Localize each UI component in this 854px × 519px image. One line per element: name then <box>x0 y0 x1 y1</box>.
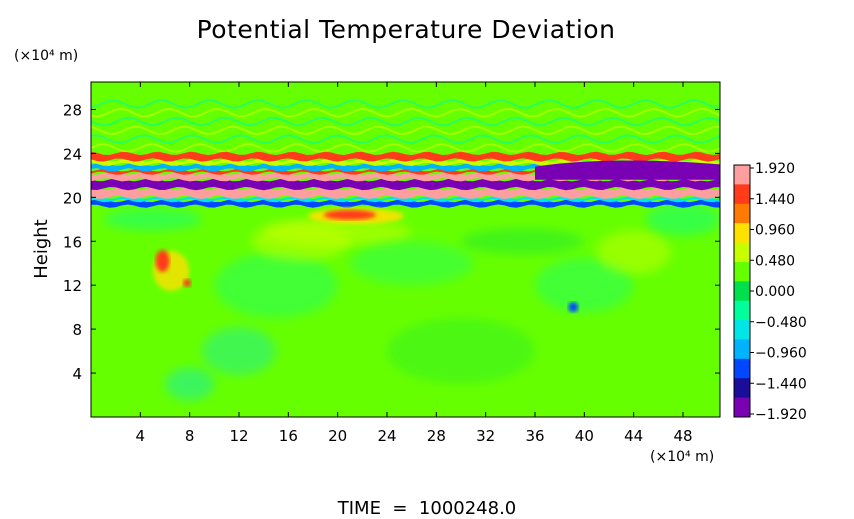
y-tick-label-8: 8 <box>72 321 82 339</box>
plume-spot <box>183 279 192 287</box>
x-tick-label-32: 32 <box>476 427 495 445</box>
band-0 <box>91 199 720 208</box>
chart-title: Potential Temperature Deviation <box>197 15 616 44</box>
field-patch-5 <box>596 230 671 275</box>
warm-patch-inner <box>324 209 376 220</box>
field-patch-9 <box>646 202 720 236</box>
field-patch-6 <box>387 318 535 385</box>
y-tick-label-28: 28 <box>63 101 82 119</box>
x-tick-label-44: 44 <box>624 427 643 445</box>
band-3 <box>91 178 720 191</box>
field-patch-8 <box>350 241 474 286</box>
band-8 <box>91 151 720 162</box>
y-tick-label-12: 12 <box>63 277 82 295</box>
colorbar-label-7: −1.440 <box>755 376 807 392</box>
colorbar-swatch-0 <box>734 165 750 185</box>
colorbar-label-0: 1.920 <box>755 161 795 177</box>
plume-inner <box>155 250 170 273</box>
colorbar-label-6: −0.960 <box>755 346 807 362</box>
x-axis-unit: (×10⁴ m) <box>650 449 714 465</box>
plot-area <box>91 82 720 417</box>
colorbar-swatch-5 <box>734 261 750 282</box>
colorbar-swatch-6 <box>734 281 750 302</box>
wave-line-0 <box>91 143 720 153</box>
colorbar-label-5: −0.480 <box>755 315 807 331</box>
x-tick-label-16: 16 <box>279 427 298 445</box>
x-tick-label-20: 20 <box>328 427 347 445</box>
field-patch-1 <box>214 252 338 319</box>
colorbar-label-3: 0.480 <box>755 253 795 269</box>
x-tick-label-40: 40 <box>575 427 594 445</box>
wave-line-5 <box>91 99 720 109</box>
wave-line-2 <box>91 125 720 136</box>
colorbar-swatch-12 <box>734 397 750 418</box>
x-tick-label-12: 12 <box>229 427 248 445</box>
field-patch-11 <box>461 228 585 255</box>
y-axis-unit: (×10⁴ m) <box>14 48 78 64</box>
band-thickening <box>535 160 720 180</box>
x-tick-label-24: 24 <box>377 427 396 445</box>
colorbar-swatch-11 <box>734 378 750 399</box>
time-label: TIME = 1000248.0 <box>337 498 517 519</box>
field-patch-3 <box>263 219 412 246</box>
colorbar-swatch-3 <box>734 223 750 244</box>
field-patch-10 <box>103 208 202 231</box>
colorbar-label-1: 1.440 <box>755 192 795 208</box>
band-2 <box>91 186 720 199</box>
colorbar-swatch-8 <box>734 320 750 340</box>
y-axis-label: Height <box>31 219 52 279</box>
x-axis: 4 8 12 16 20 24 28 32 36 40 44 48 <box>136 82 693 445</box>
wave-line-3 <box>91 116 720 127</box>
colorbar-swatch-1 <box>734 184 750 205</box>
x-tick-label-48: 48 <box>673 427 692 445</box>
band-7 <box>91 158 720 166</box>
colorbar-label-8: −1.920 <box>755 407 807 423</box>
field-patch-4 <box>535 257 634 313</box>
y-axis: 4 8 12 16 20 24 28 <box>63 101 720 383</box>
cold-spot <box>568 302 579 313</box>
colorbar-swatch-9 <box>734 339 750 360</box>
y-tick-label-24: 24 <box>63 145 82 163</box>
y-tick-label-16: 16 <box>63 233 82 251</box>
wave-line-4 <box>91 107 720 118</box>
colorbar-swatch-2 <box>734 203 750 224</box>
x-tick-label-4: 4 <box>136 427 146 445</box>
colorbar-label-2: 0.960 <box>755 223 795 239</box>
band-1 <box>91 195 720 203</box>
x-tick-label-28: 28 <box>427 427 446 445</box>
colorbar-label-4: 0.000 <box>755 284 795 300</box>
colorbar-swatch-7 <box>734 300 750 321</box>
colorbar-swatch-4 <box>734 242 750 263</box>
field-patch-7 <box>165 367 215 401</box>
field-patch-0 <box>202 326 276 376</box>
colorbar-swatch-10 <box>734 358 750 379</box>
x-tick-label-8: 8 <box>185 427 195 445</box>
y-tick-label-20: 20 <box>63 189 82 207</box>
plot-frame <box>90 81 721 418</box>
colorbar: 1.920 1.440 0.960 0.480 0.000 −0.480 −0.960 −1.… <box>733 161 807 423</box>
x-tick-label-36: 36 <box>525 427 544 445</box>
wave-line-1 <box>91 134 720 145</box>
y-tick-label-4: 4 <box>72 365 82 383</box>
